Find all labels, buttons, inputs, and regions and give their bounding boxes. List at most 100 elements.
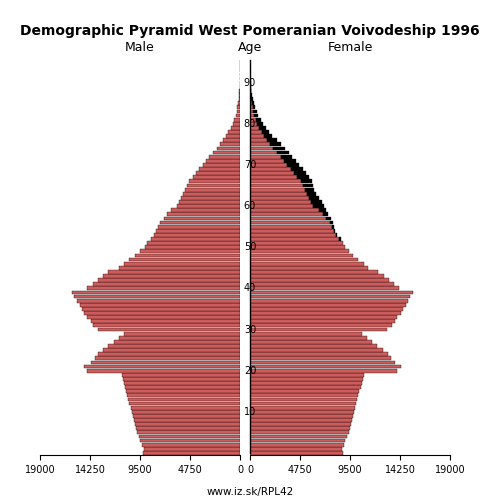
Text: 70: 70 [244,160,256,170]
Bar [98,352,240,356]
Bar [250,134,264,138]
Bar [287,163,300,167]
Bar [250,390,360,393]
Bar [250,150,278,154]
Bar [250,278,389,282]
Bar [260,126,266,130]
Bar [332,224,334,228]
Bar [258,122,263,126]
Bar [250,146,273,150]
Bar [250,102,252,105]
Bar [217,146,240,150]
Bar [134,254,240,258]
Bar [273,146,284,150]
Bar [98,328,240,332]
Bar [72,290,240,294]
Text: Demographic Pyramid West Pomeranian Voivodeship 1996: Demographic Pyramid West Pomeranian Voiv… [20,24,480,38]
Bar [126,390,240,393]
Bar [196,172,240,175]
Bar [144,447,240,450]
Bar [103,348,240,352]
Text: 90: 90 [244,78,256,88]
Bar [250,451,342,455]
Bar [250,254,353,258]
Bar [206,159,240,162]
Bar [250,250,349,253]
Bar [183,192,240,196]
Bar [186,188,240,192]
Bar [252,102,254,105]
Bar [250,246,344,249]
Bar [126,385,240,389]
Bar [239,93,240,97]
Bar [250,344,378,348]
Bar [294,172,306,175]
Bar [304,188,314,192]
Bar [250,282,394,286]
Bar [250,126,260,130]
Bar [250,266,368,270]
Bar [250,220,330,224]
Bar [250,381,362,385]
Text: 10: 10 [244,407,256,417]
Bar [250,204,313,208]
Bar [168,212,240,216]
Bar [238,97,240,101]
Bar [82,307,240,311]
Bar [300,180,312,184]
Bar [108,344,240,348]
Bar [250,311,400,315]
Bar [192,176,240,179]
Bar [230,126,240,130]
Bar [143,451,240,455]
Bar [264,134,272,138]
Bar [146,246,240,249]
Bar [250,294,410,298]
Bar [98,278,240,282]
Bar [160,220,240,224]
Bar [136,426,240,430]
Bar [199,167,240,171]
Bar [250,138,267,142]
Bar [284,159,296,162]
Bar [134,422,240,426]
Bar [220,142,240,146]
Bar [250,233,336,237]
Bar [280,155,292,158]
Text: 50: 50 [244,242,256,252]
Bar [250,385,360,389]
Bar [119,266,240,270]
Bar [250,216,326,220]
Bar [250,188,304,192]
Bar [130,406,240,409]
Bar [250,142,270,146]
Bar [250,110,254,114]
Bar [311,200,322,204]
Bar [250,447,342,450]
Bar [250,316,398,319]
Bar [250,130,262,134]
Bar [250,237,340,241]
Bar [94,356,240,360]
Bar [123,377,240,381]
Bar [150,237,240,241]
Bar [307,192,316,196]
Bar [164,216,240,220]
Bar [250,172,294,175]
Bar [251,93,252,97]
Bar [142,443,240,446]
Bar [250,418,352,422]
Bar [250,286,400,290]
Bar [226,134,240,138]
Bar [250,224,332,228]
Bar [130,258,240,262]
Bar [250,406,356,409]
Bar [270,142,280,146]
Bar [313,204,324,208]
Bar [250,270,378,274]
Bar [114,340,240,344]
Bar [250,176,298,179]
Text: Age: Age [238,41,262,54]
Bar [88,316,240,319]
Bar [179,200,240,204]
